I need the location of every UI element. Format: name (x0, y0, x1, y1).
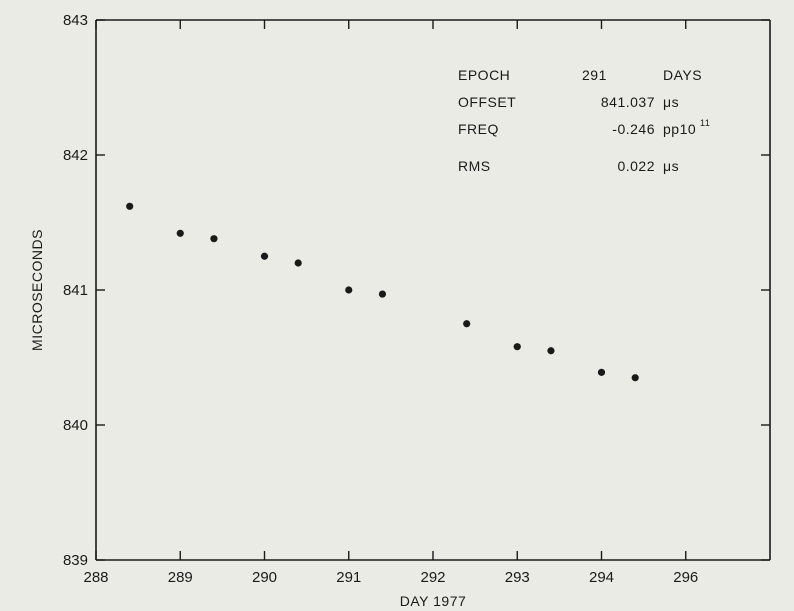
x-tick-label: 288 (83, 569, 108, 586)
rms-label: RMS (458, 158, 491, 174)
y-tick-label: 840 (63, 417, 88, 434)
offset-label: OFFSET (458, 94, 516, 110)
x-axis-title: DAY 1977 (400, 593, 467, 609)
rms-value: 0.022 (617, 158, 655, 174)
freq-value: -0.246 (612, 121, 655, 137)
y-tick-label: 841 (63, 282, 88, 299)
ticks (95, 19, 770, 561)
tick-labels: 288 289 290 291 292 293 294 296 839 840 841 842 843 (63, 12, 698, 586)
epoch-unit: DAYS (663, 67, 702, 83)
data-point (294, 259, 302, 267)
data-point (463, 320, 471, 328)
data-point (210, 235, 218, 243)
y-tick-label: 842 (63, 147, 88, 164)
x-tick-label: 293 (505, 569, 530, 586)
x-tick-label: 289 (168, 569, 193, 586)
y-axis-title: MICROSECONDS (29, 229, 45, 351)
data-point (597, 368, 606, 376)
offset-value: 841.037 (601, 94, 655, 110)
epoch-value: 291 (582, 67, 607, 83)
freq-unit: pp10 (663, 121, 696, 137)
x-tick-label: 290 (252, 569, 277, 586)
data-point (126, 202, 134, 210)
y-tick-label: 839 (63, 552, 88, 569)
data-point (260, 252, 269, 260)
x-tick-label: 294 (589, 569, 614, 586)
y-tick-label: 843 (63, 12, 88, 29)
x-tick-label: 296 (673, 569, 698, 586)
data-points (126, 202, 639, 382)
rms-unit: μs (663, 158, 679, 174)
data-point (378, 290, 387, 298)
data-point (631, 374, 639, 382)
fit-annotation: EPOCH 291 DAYS OFFSET 841.037 μs FREQ -0… (458, 67, 710, 174)
freq-label: FREQ (458, 121, 499, 137)
offset-unit: μs (663, 94, 679, 110)
x-tick-label: 292 (420, 569, 445, 586)
x-tick-label: 291 (336, 569, 361, 586)
freq-unit-exponent: 11 (700, 118, 710, 128)
data-point (176, 229, 184, 237)
epoch-label: EPOCH (458, 67, 510, 83)
data-point (513, 343, 521, 351)
data-point (547, 347, 555, 355)
data-point (345, 286, 353, 294)
